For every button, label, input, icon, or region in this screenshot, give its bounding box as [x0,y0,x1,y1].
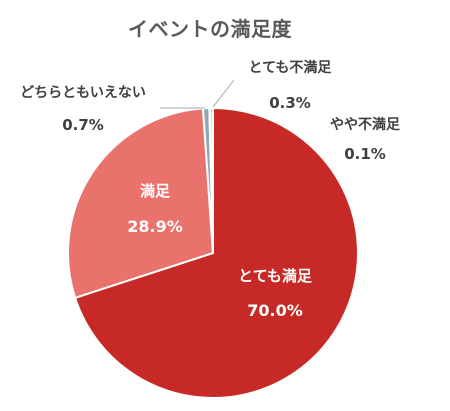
chart-title: イベントの満足度 [128,17,292,41]
slice-value-label-0: 70.0% [247,301,303,320]
pie-slice-1 [67,107,215,300]
slice-value-label-4: 0.3% [269,94,311,112]
slice-label-0: とても満足 [238,267,313,285]
slice-label-4: とても不満足 [249,59,333,76]
pie-slice-4 [209,106,214,254]
slice-label-3: やや不満足 [330,116,401,133]
slice-label-2: どちらともいえない [20,85,146,101]
slice-value-label-2: 0.7% [62,116,104,134]
pie-slice-0 [73,106,359,399]
slice-value-label-3: 0.1% [344,145,386,163]
slice-label-1: 満足 [140,182,171,200]
slice-value-label-1: 28.9% [127,217,183,236]
leader-line-4 [212,79,235,108]
